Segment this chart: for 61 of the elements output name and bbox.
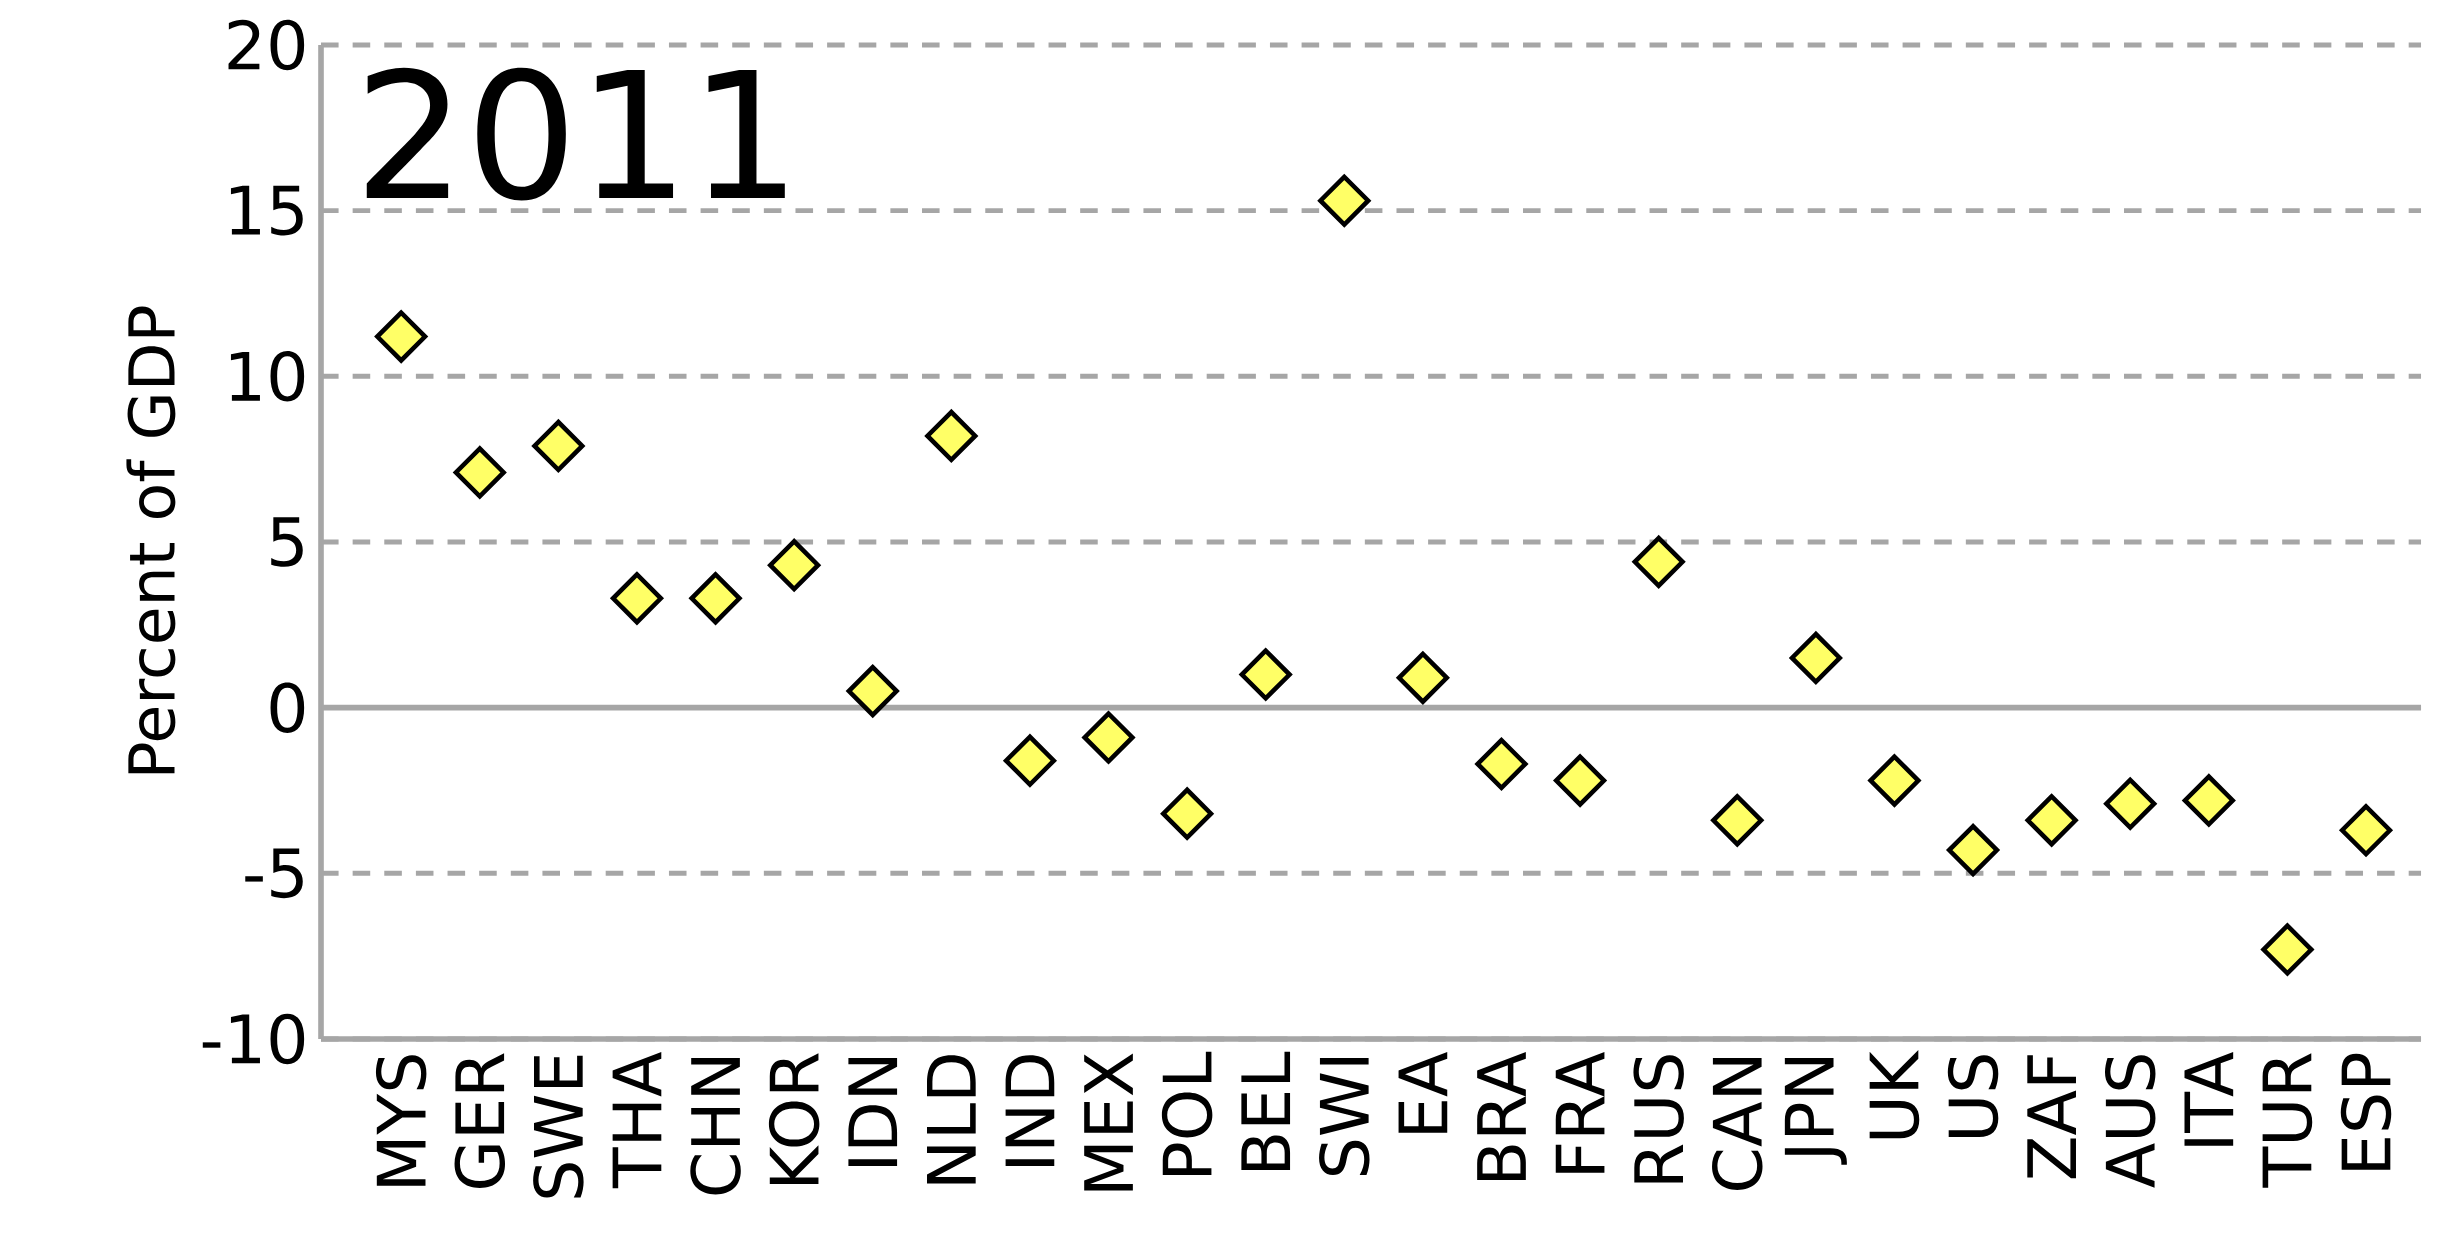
x-tick-label: ZAF: [2027, 1055, 2076, 1179]
x-tick-label: CAN: [1712, 1058, 1763, 1190]
point: [1003, 734, 1057, 787]
y-axis-title: Percent of GDP: [126, 306, 176, 774]
y-tick-label: 5: [271, 517, 303, 567]
x-tick-label: GER: [454, 1053, 506, 1188]
chart-title: 2011: [366, 67, 785, 201]
x-tick-label: ITA: [2184, 1051, 2234, 1146]
point: [846, 664, 899, 718]
x-tick-label: US: [1947, 1055, 1999, 1137]
point: [375, 310, 428, 363]
x-tick-label: CHN: [690, 1057, 741, 1195]
y-tick-label: 10: [230, 351, 305, 402]
x-tick-label: IDN: [848, 1057, 898, 1166]
x-tick-label: AUS: [2105, 1055, 2156, 1188]
point: [768, 539, 821, 592]
point: [1318, 174, 1371, 227]
point: [610, 572, 664, 625]
x-tick-label: FRA: [1555, 1051, 1605, 1173]
y-tick-label: -10: [202, 1013, 305, 1065]
point: [1868, 754, 1921, 807]
point: [532, 419, 585, 473]
point: [2025, 794, 2078, 847]
point: [2104, 777, 2157, 830]
point: [1711, 794, 1764, 847]
point: [1475, 737, 1528, 791]
point: [689, 572, 742, 625]
point: [1239, 648, 1292, 701]
point: [1396, 651, 1450, 704]
point: [1946, 823, 2000, 877]
x-tick-label: BRA: [1477, 1051, 1526, 1181]
point: [925, 409, 978, 463]
x-tick-label: RUS: [1633, 1055, 1684, 1183]
point: [1160, 787, 1214, 840]
x-tick-label: IND: [1005, 1055, 1055, 1166]
point: [453, 446, 506, 499]
x-tick-label: KOR: [768, 1053, 820, 1184]
x-tick-label: POL: [1161, 1051, 1213, 1175]
x-tick-label: ESP: [2340, 1053, 2392, 1170]
point: [2182, 774, 2235, 827]
point: [1632, 535, 1685, 589]
x-tick-label: SWE: [533, 1055, 584, 1198]
point: [2261, 923, 2314, 976]
x-tick-label: NLD: [927, 1055, 976, 1184]
x-tick-label: TUR: [2262, 1053, 2313, 1188]
point: [2339, 804, 2393, 857]
x-tick-label: EA: [1398, 1051, 1448, 1133]
x-tick-label: THA: [612, 1051, 662, 1189]
y-tick-label: 15: [230, 185, 303, 236]
y-tick-label: -5: [245, 848, 303, 899]
x-tick-label: UK: [1869, 1049, 1920, 1139]
x-tick-label: MYS: [375, 1055, 427, 1186]
x-tick-label: SWI: [1319, 1057, 1370, 1176]
x-tick-label: JPN: [1784, 1057, 1847, 1165]
y-tick-label: 0: [270, 682, 305, 733]
point: [1789, 631, 1843, 685]
y-tick-label: 20: [228, 19, 305, 71]
point: [1082, 711, 1135, 764]
x-tick-label: MEX: [1084, 1053, 1133, 1191]
point: [1553, 754, 1607, 807]
x-tick-label: BEL: [1241, 1051, 1291, 1171]
